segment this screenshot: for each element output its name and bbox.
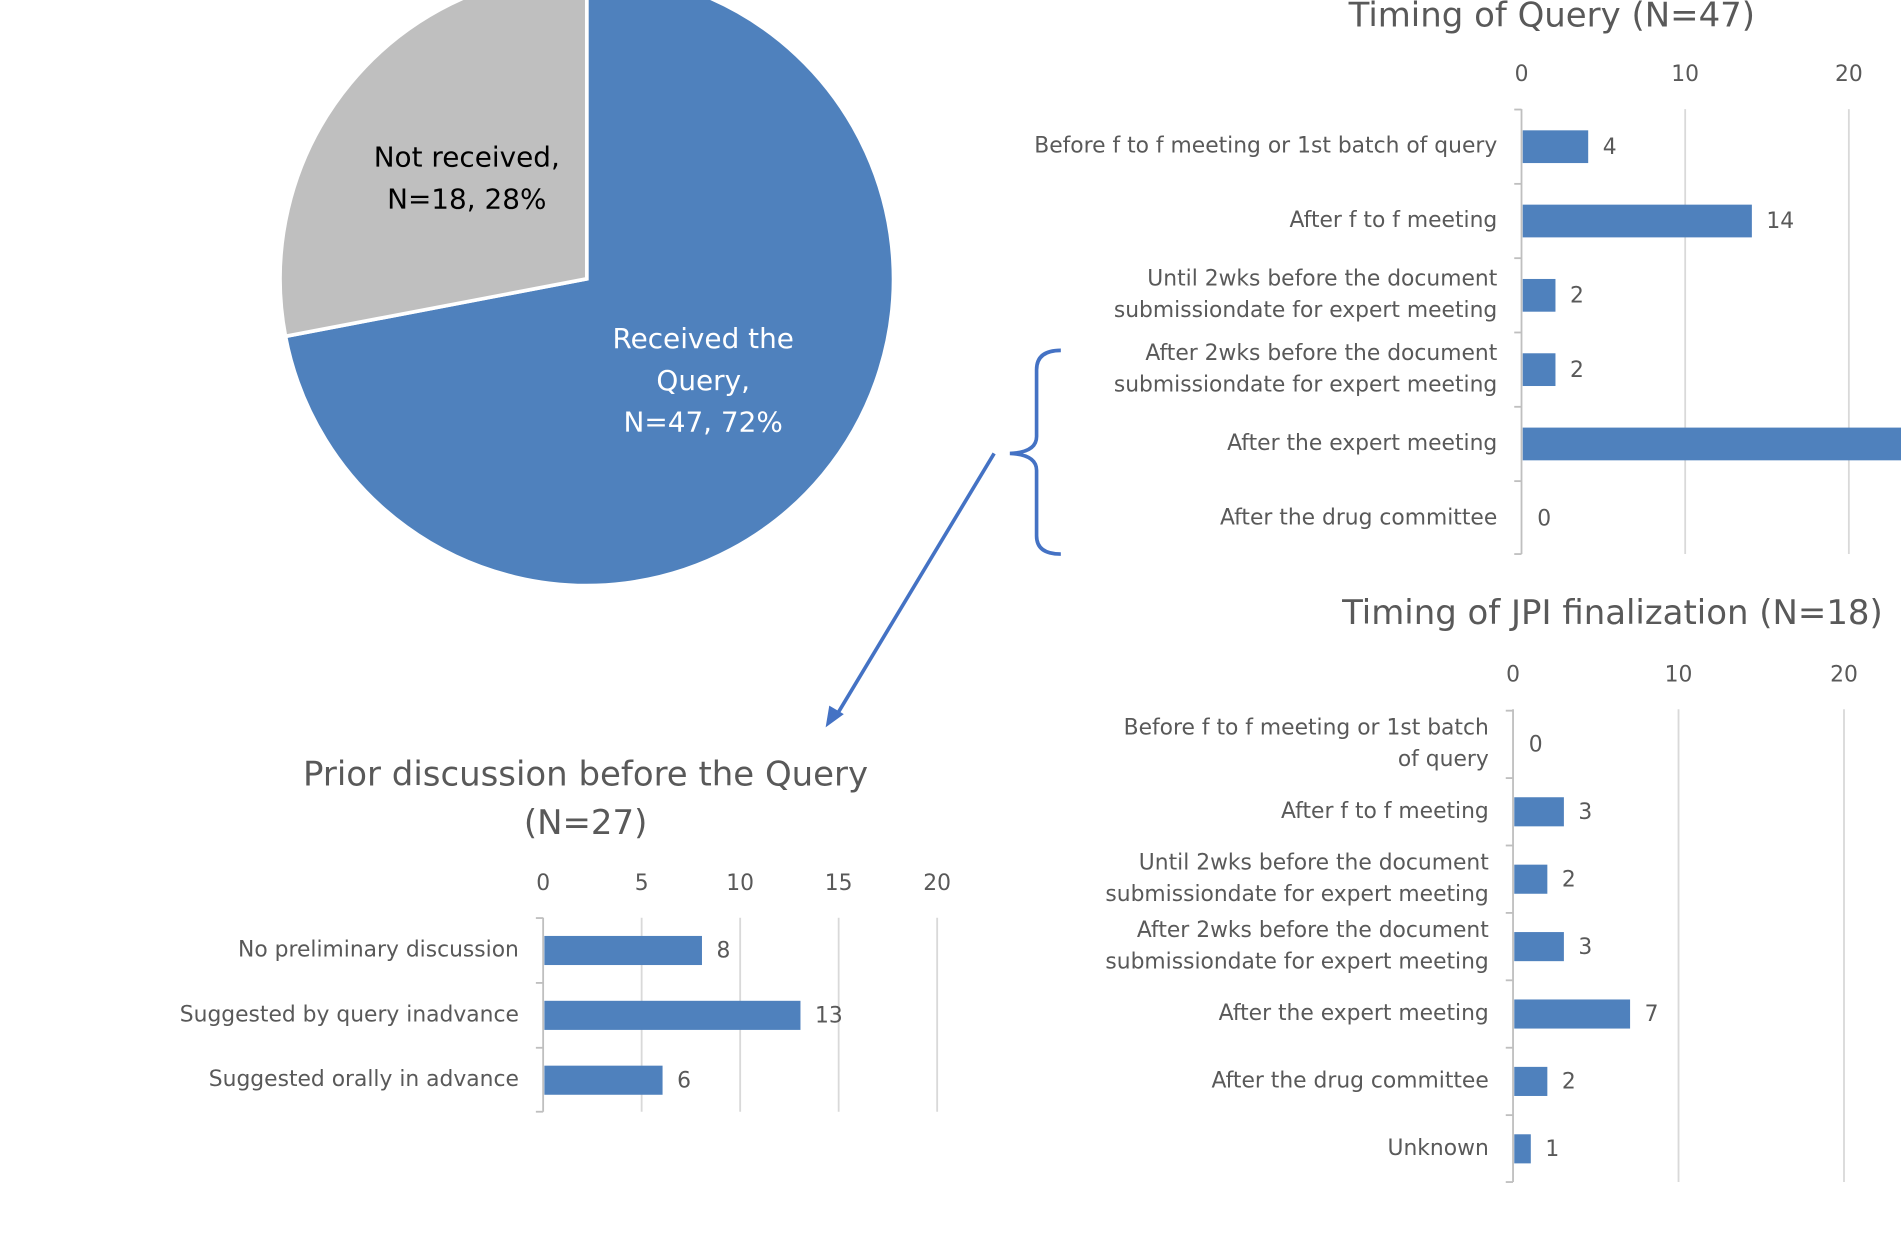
- category-label: submissiondate for expert meeting: [1114, 372, 1497, 397]
- x-tick-label: 15: [825, 871, 853, 896]
- slice-label: Not received,: [374, 141, 560, 174]
- category-label: After 2wks before the document: [1145, 341, 1497, 366]
- category-label: submissiondate for expert meeting: [1114, 298, 1497, 323]
- slice-label: Received the: [612, 322, 793, 355]
- data-label: 13: [815, 1004, 843, 1029]
- data-label: 6: [677, 1068, 691, 1093]
- chart-title: Prior discussion before the Query: [303, 754, 868, 794]
- data-label: 2: [1570, 358, 1584, 383]
- x-tick-label: 20: [1835, 62, 1863, 87]
- category-label: Until 2wks before the document: [1139, 850, 1489, 875]
- data-label: 2: [1562, 867, 1576, 892]
- data-label: 0: [1537, 506, 1551, 531]
- x-tick-label: 20: [923, 871, 951, 896]
- data-label: 8: [717, 939, 731, 964]
- bar: [544, 1000, 801, 1030]
- category-label: of query: [1398, 747, 1489, 772]
- chart-title: (N=27): [524, 803, 648, 843]
- x-tick-label: 10: [1671, 62, 1699, 87]
- category-label: After the expert meeting: [1227, 431, 1497, 456]
- bar: [1522, 130, 1589, 164]
- slice-label: Query,: [656, 364, 750, 397]
- category-label: submissiondate for expert meeting: [1105, 882, 1488, 907]
- x-tick-label: 0: [1506, 662, 1520, 687]
- category-label: After f to f meeting: [1290, 208, 1498, 233]
- bar: [544, 1065, 663, 1095]
- x-tick-label: 10: [726, 871, 754, 896]
- category-label: After the expert meeting: [1219, 1001, 1489, 1026]
- bar: [1522, 278, 1556, 312]
- data-label: 14: [1766, 209, 1794, 234]
- bracket: [1009, 348, 1061, 556]
- arrow-line: [834, 452, 996, 717]
- bar: [1522, 204, 1752, 238]
- chart-title: Timing of JPI finalization (N=18): [1341, 593, 1883, 633]
- category-label: After 2wks before the document: [1137, 918, 1489, 943]
- category-label: Suggested by query inadvance: [180, 1002, 519, 1027]
- category-label: After f to f meeting: [1281, 799, 1489, 824]
- bar: [1522, 353, 1556, 387]
- bar: [1514, 999, 1631, 1029]
- bar: [1514, 932, 1564, 962]
- category-label: No preliminary discussion: [238, 937, 519, 962]
- slice-label: N=47, 72%: [623, 406, 782, 439]
- bar: [1514, 797, 1564, 827]
- data-label: 2: [1570, 284, 1584, 309]
- x-tick-label: 5: [635, 871, 649, 896]
- data-label: 7: [1645, 1002, 1659, 1027]
- bar: [1514, 1134, 1531, 1164]
- pie-slice: [278, 0, 589, 339]
- category-label: Before f to f meeting or 1st batch: [1124, 716, 1489, 741]
- data-label: 0: [1529, 733, 1543, 758]
- data-label: 2: [1562, 1070, 1576, 1095]
- slice-label: N=18, 28%: [387, 182, 546, 215]
- pie-slice: [283, 0, 896, 588]
- category-label: After the drug committee: [1220, 505, 1497, 530]
- data-label: 1: [1545, 1137, 1559, 1162]
- arrow-head: [825, 705, 844, 728]
- category-label: After the drug committee: [1211, 1068, 1488, 1093]
- chart-title: Timing of Query (N=47): [1348, 0, 1755, 35]
- category-label: submissiondate for expert meeting: [1105, 949, 1488, 974]
- x-tick-label: 20: [1830, 662, 1858, 687]
- bar: [544, 935, 702, 966]
- bar: [1514, 1066, 1548, 1096]
- x-tick-label: 10: [1665, 662, 1693, 687]
- category-label: Unknown: [1388, 1136, 1489, 1161]
- category-label: Suggested orally in advance: [209, 1067, 519, 1092]
- x-tick-label: 0: [1515, 62, 1529, 87]
- data-label: 3: [1578, 935, 1592, 960]
- data-label: 4: [1603, 135, 1617, 160]
- bar: [1522, 427, 1901, 461]
- x-tick-label: 0: [536, 871, 550, 896]
- category-label: Until 2wks before the document: [1147, 267, 1497, 292]
- data-label: 3: [1578, 800, 1592, 825]
- bar: [1514, 864, 1548, 894]
- category-label: Before f to f meeting or 1st batch of qu…: [1034, 134, 1497, 159]
